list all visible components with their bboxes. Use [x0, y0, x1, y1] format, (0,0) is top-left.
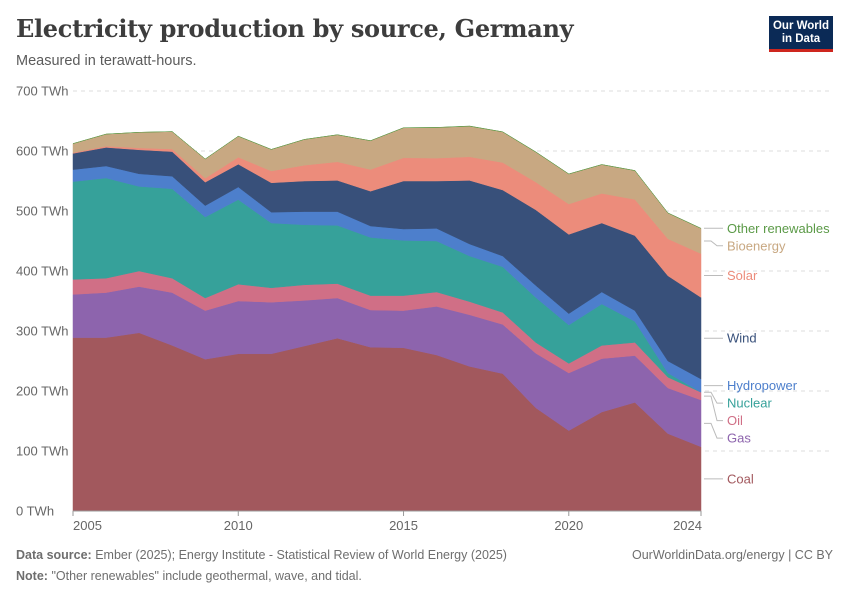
area-layer [72, 125, 702, 512]
axis-layer: 0 TWh 100 TWh 200 TWh 300 TWh 400 TWh 500 TWh… [16, 84, 702, 534]
note-text: "Other renewables" include geothermal, w… [51, 569, 362, 583]
y-tick-label: 0 TWh [16, 504, 54, 519]
y-tick-label: 600 TWh [16, 144, 69, 159]
data-source-line: Data source: Ember (2025); Energy Instit… [16, 548, 507, 562]
series-label-coal[interactable]: Coal [727, 471, 754, 486]
label-connector-bioenergy [704, 240, 723, 247]
owid-logo[interactable]: Our World in Data [769, 16, 833, 52]
x-tick-label: 2020 [554, 518, 583, 533]
series-label-nuclear[interactable]: Nuclear [727, 396, 772, 411]
series-label-oil[interactable]: Oil [727, 413, 743, 428]
x-tick-label: 2005 [73, 518, 102, 533]
series-label-gas[interactable]: Gas [727, 431, 751, 446]
stacked-area-chart: 0 TWh 100 TWh 200 TWh 300 TWh 400 TWh 500 TWh… [16, 84, 831, 534]
note-line: Note: "Other renewables" include geother… [16, 569, 362, 583]
chart-subtitle: Measured in terawatt-hours. [16, 53, 197, 69]
label-connector-gas [704, 422, 723, 439]
series-label-layer: Coal Gas Oil Nuclear Hydropower Wind Solar Bioe… [704, 221, 830, 486]
x-tick-label: 2010 [224, 518, 253, 533]
y-tick-label: 300 TWh [16, 324, 69, 339]
data-source-text[interactable]: Ember (2025); Energy Institute - Statist… [95, 548, 507, 562]
data-source-label: Data source: [16, 548, 92, 562]
series-label-wind[interactable]: Wind [727, 331, 757, 346]
note-label: Note: [16, 569, 48, 583]
logo-line-1: Our World [772, 20, 829, 32]
area-other-renewables[interactable] [72, 125, 702, 229]
y-tick-label: 100 TWh [16, 444, 69, 459]
label-connector-nuclear [704, 391, 723, 404]
y-tick-label: 700 TWh [16, 84, 69, 99]
label-connector-oil [704, 395, 723, 422]
y-tick-label: 400 TWh [16, 264, 69, 279]
series-label-bioenergy[interactable]: Bioenergy [727, 238, 786, 253]
logo-line-2: in Data [781, 33, 821, 45]
x-tick-label: 2015 [389, 518, 418, 533]
chart-title: Electricity production by source, German… [16, 14, 574, 43]
y-tick-label: 500 TWh [16, 204, 69, 219]
source-url-link[interactable]: OurWorldinData.org/energy | CC BY [631, 548, 833, 562]
x-tick-label: 2024 [673, 518, 702, 533]
y-tick-label: 200 TWh [16, 384, 69, 399]
series-label-hydropower[interactable]: Hydropower [727, 378, 798, 393]
series-label-other-renewables[interactable]: Other renewables [727, 221, 830, 236]
series-label-solar[interactable]: Solar [727, 268, 758, 283]
